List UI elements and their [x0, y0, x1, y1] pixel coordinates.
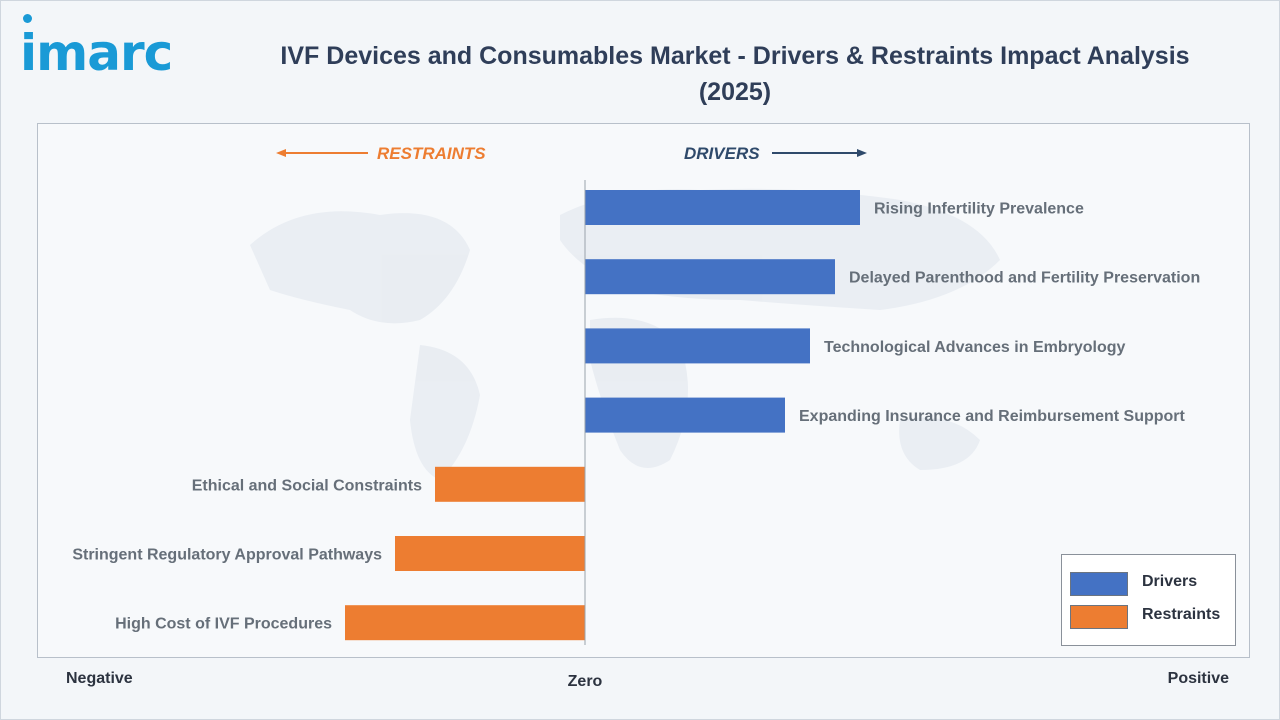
bars-layer	[345, 190, 860, 641]
bar-drivers-0	[585, 190, 860, 225]
bar-drivers-2	[585, 328, 810, 364]
legend-label-drivers: Drivers	[1142, 573, 1198, 590]
axis-zero-label: Zero	[568, 673, 603, 690]
legend-label-restraints: Restraints	[1142, 606, 1221, 623]
axis-positive-label: Positive	[1168, 670, 1229, 687]
bar-drivers-1	[585, 259, 835, 295]
axis-negative-label: Negative	[66, 670, 133, 687]
chart-title: IVF Devices and Consumables Market - Dri…	[280, 42, 1190, 106]
drivers-indicator: DRIVERS	[684, 144, 867, 163]
bar-label-3: Expanding Insurance and Reimbursement Su…	[799, 408, 1186, 425]
restraints-indicator: RESTRAINTS	[276, 144, 486, 163]
bar-labels-layer: Rising Infertility Prevalence Delayed Par…	[72, 201, 1200, 633]
bar-label-5: Stringent Regulatory Approval Pathways	[72, 547, 382, 564]
restraints-arrowhead	[276, 149, 286, 157]
bar-label-6: High Cost of IVF Procedures	[115, 616, 332, 633]
bar-restraints-6	[345, 605, 585, 641]
bar-label-0: Rising Infertility Prevalence	[874, 201, 1084, 218]
logo-dot	[23, 14, 32, 23]
bar-drivers-3	[585, 397, 785, 433]
bar-restraints-5	[395, 536, 585, 571]
bar-label-2: Technological Advances in Embryology	[824, 339, 1126, 356]
legend: Drivers Restraints	[1061, 554, 1236, 646]
bar-label-1: Delayed Parenthood and Fertility Preserv…	[849, 270, 1200, 287]
drivers-label: DRIVERS	[684, 144, 760, 163]
drivers-arrowhead	[857, 149, 867, 157]
bar-label-4: Ethical and Social Constraints	[192, 477, 422, 494]
legend-swatch-restraints	[1070, 605, 1128, 629]
imarc-logo: imarc	[20, 24, 173, 82]
restraints-label: RESTRAINTS	[377, 144, 486, 163]
legend-swatch-drivers	[1070, 572, 1128, 596]
bar-restraints-4	[435, 466, 585, 502]
